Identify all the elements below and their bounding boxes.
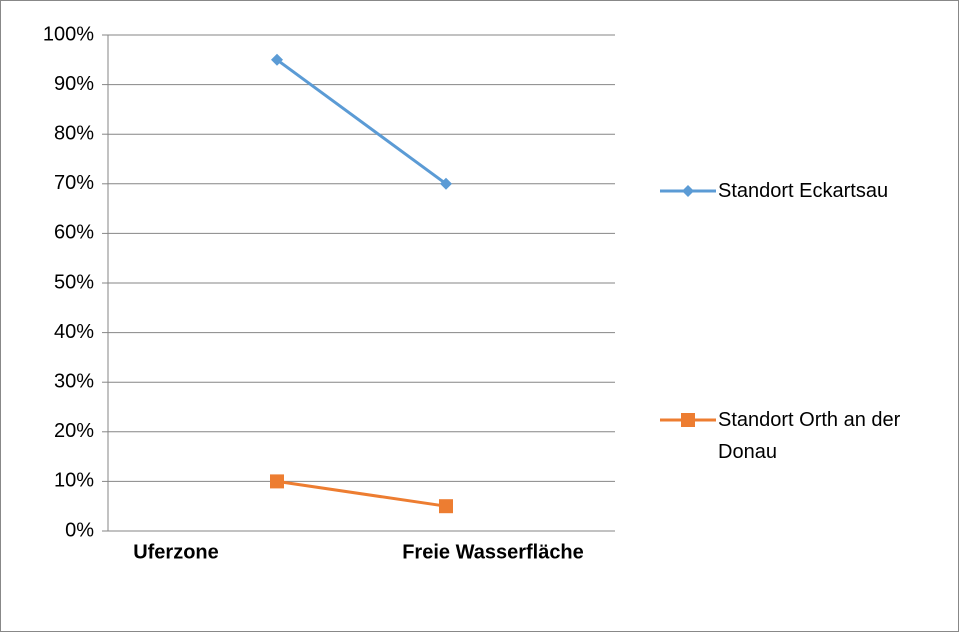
y-tick-label: 10% <box>54 470 94 492</box>
y-tick-label: 30% <box>54 370 94 392</box>
y-tick-label: 0% <box>65 519 94 541</box>
x-tick-label: Freie Wasserfläche <box>402 541 584 563</box>
series-line <box>276 479 447 508</box>
y-tick-label: 70% <box>54 172 94 194</box>
y-tick-label: 50% <box>54 271 94 293</box>
y-tick-label: 100% <box>43 23 94 45</box>
y-tick-label: 40% <box>54 321 94 343</box>
legend-label: Standort Eckartsau <box>718 180 889 202</box>
data-point <box>271 53 283 66</box>
y-tick-label: 60% <box>54 222 94 244</box>
y-tick-label: 90% <box>54 73 94 95</box>
data-point <box>440 177 452 190</box>
data-point <box>270 474 284 489</box>
series-line <box>276 58 447 186</box>
legend-marker <box>681 413 695 427</box>
legend-label: Standort Orth an der Donau <box>718 409 901 463</box>
y-tick-label: 20% <box>54 420 94 442</box>
data-point <box>439 499 453 514</box>
x-tick-label: Uferzone <box>133 541 219 563</box>
legend-marker <box>682 185 694 197</box>
y-tick-label: 80% <box>54 122 94 144</box>
